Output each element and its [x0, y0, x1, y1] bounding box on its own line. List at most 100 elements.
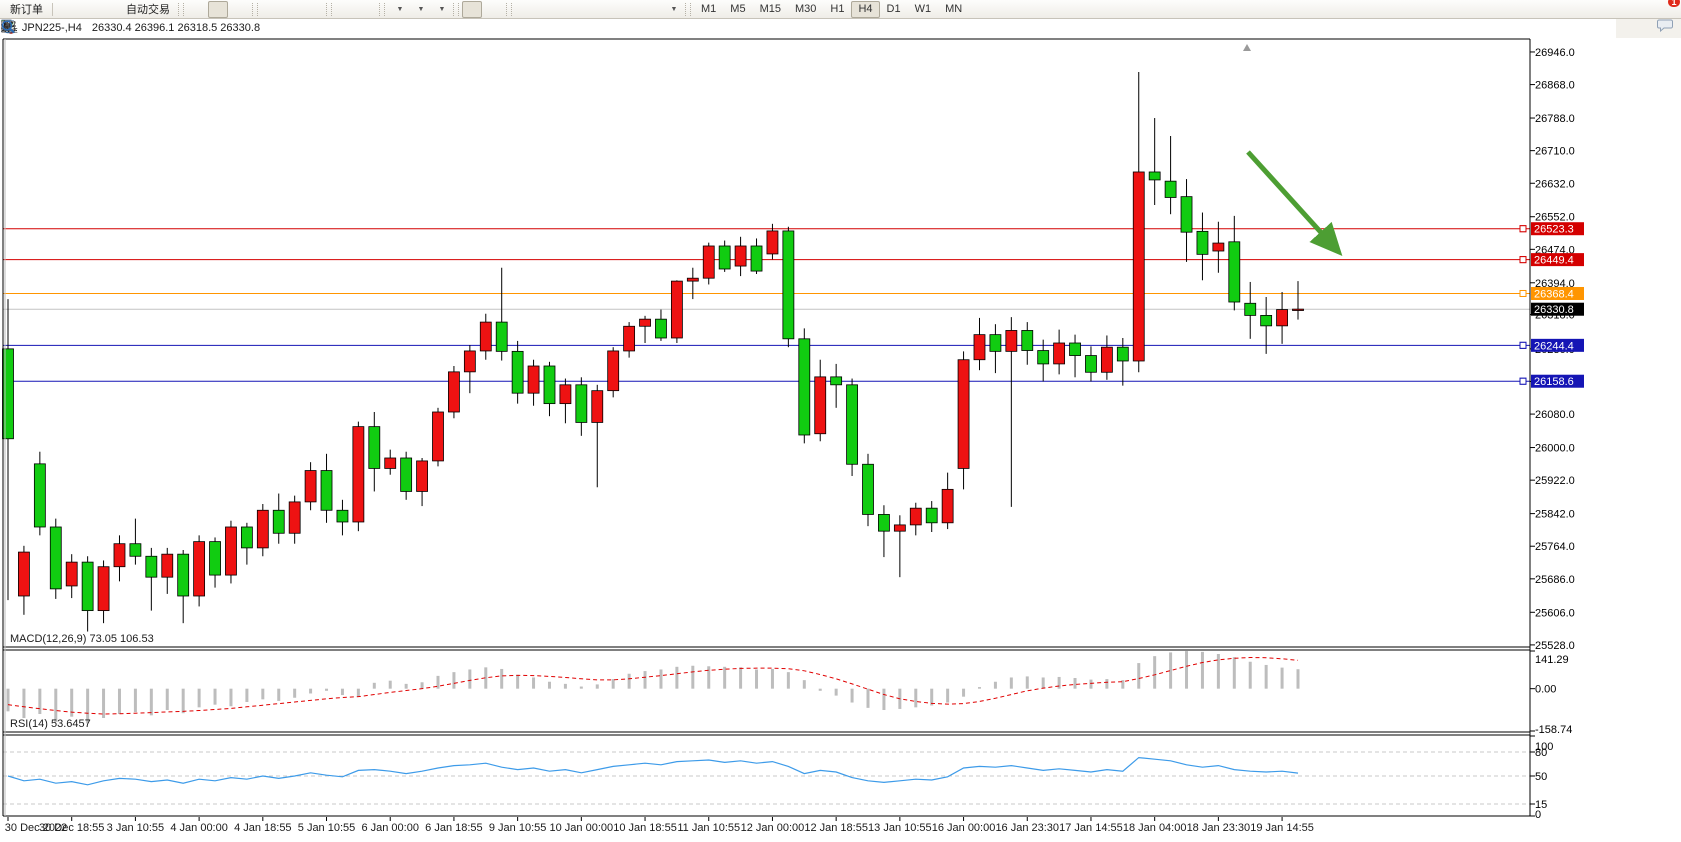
trendline-button[interactable] [1, 1, 577, 32]
new-order-label: 新订单 [10, 4, 43, 16]
svg-text:26788.0: 26788.0 [1535, 113, 1575, 125]
svg-text:50: 50 [1535, 771, 1547, 783]
svg-text:T: T [6, 22, 12, 33]
line-chart-button[interactable] [1, 1, 249, 31]
toolbar-grip [326, 2, 332, 16]
svg-text:6 Jan 18:55: 6 Jan 18:55 [425, 822, 483, 834]
toolbar-grip [685, 2, 691, 16]
svg-text:26710.0: 26710.0 [1535, 146, 1575, 158]
svg-text:3 Jan 10:55: 3 Jan 10:55 [107, 822, 165, 834]
svg-text:5 Jan 10:55: 5 Jan 10:55 [298, 822, 356, 834]
toolbar-grip [379, 2, 385, 16]
svg-text:4 Jan 18:55: 4 Jan 18:55 [234, 822, 292, 834]
candlestick-chart-button[interactable] [2, 0, 228, 33]
svg-text:25922.0: 25922.0 [1535, 475, 1575, 487]
svg-text:26552.0: 26552.0 [1535, 212, 1575, 224]
svg-text:10 Jan 18:55: 10 Jan 18:55 [613, 822, 677, 834]
svg-text:17 Jan 14:55: 17 Jan 14:55 [1059, 822, 1123, 834]
signals-button[interactable] [1, 1, 119, 33]
svg-text:19 Jan 14:55: 19 Jan 14:55 [1250, 822, 1314, 834]
macd-indicator-label: MACD(12,26,9) 73.05 106.53 [10, 633, 154, 645]
svg-text:26946.0: 26946.0 [1535, 47, 1575, 59]
periods-button[interactable]: ▼ [1, 1, 429, 34]
chart-canvas[interactable]: 26946.0 26868.0 26788.0 26710.0 26632.0 26552… [0, 38, 1681, 842]
shapes-button[interactable]: ▼ [2, 1, 682, 32]
svg-text:30 Dec 18:55: 30 Dec 18:55 [39, 822, 104, 834]
svg-text:26632.0: 26632.0 [1535, 178, 1575, 190]
horizontal-line-button[interactable] [2, 1, 556, 28]
new-order-button[interactable]: 新订单 [1, 1, 48, 33]
timeframe-group: M1 M5 M15 M30 H1 H4 D1 W1 MN [694, 0, 969, 18]
svg-text:26244.4: 26244.4 [1534, 340, 1574, 352]
crosshair-button[interactable] [2, 1, 503, 32]
chart-shift-button[interactable] [2, 1, 376, 32]
svg-text:25528.0: 25528.0 [1535, 640, 1575, 652]
svg-text:0: 0 [1535, 809, 1541, 821]
gold-symbol-button[interactable] [1, 1, 77, 33]
chart-title: JPN225-,H4 [21, 22, 82, 34]
svg-text:100: 100 [1535, 741, 1553, 753]
toolbar-grip [252, 2, 258, 16]
svg-text:16 Jan 00:00: 16 Jan 00:00 [932, 822, 996, 834]
cursor-button[interactable] [3, 0, 482, 33]
toolbar-grip [506, 2, 512, 16]
tf-button-m5[interactable]: M5 [723, 1, 752, 18]
svg-text:0.00: 0.00 [1535, 684, 1556, 696]
zoom-in-button[interactable] [1, 1, 281, 33]
tf-button-w1[interactable]: W1 [908, 1, 939, 18]
chart-window: 26946.0 26868.0 26788.0 26710.0 26632.0 26552… [0, 19, 1681, 842]
svg-text:26449.4: 26449.4 [1534, 255, 1574, 267]
svg-text:12 Jan 00:00: 12 Jan 00:00 [741, 822, 805, 834]
svg-text:18 Jan 23:30: 18 Jan 23:30 [1187, 822, 1251, 834]
svg-text:26868.0: 26868.0 [1535, 80, 1575, 92]
svg-text:25764.0: 25764.0 [1535, 541, 1575, 553]
search-button[interactable] [1, 1, 1656, 34]
templates-button[interactable]: ▼ [1, 1, 450, 32]
svg-text:26523.3: 26523.3 [1534, 224, 1574, 236]
tf-button-d1[interactable]: D1 [880, 1, 908, 18]
tile-windows-button[interactable] [1, 1, 323, 32]
market-watch-button[interactable] [1, 1, 98, 32]
chevron-down-icon: ▼ [670, 5, 678, 13]
auto-scroll-button[interactable] [2, 1, 355, 32]
svg-text:25686.0: 25686.0 [1535, 574, 1575, 586]
tf-button-mn[interactable]: MN [938, 1, 969, 18]
tf-button-h4[interactable]: H4 [851, 0, 880, 18]
svg-text:9 Jan 10:55: 9 Jan 10:55 [489, 822, 547, 834]
svg-text:26368.4: 26368.4 [1534, 288, 1574, 300]
main-toolbar: 新订单 自动交易 ▼ ▼ ▼ E F A T ▼ M1 M5 M15 M30 H1 H4 D… [0, 0, 1681, 34]
svg-text:25842.0: 25842.0 [1535, 509, 1575, 521]
svg-text:26080.0: 26080.0 [1535, 409, 1575, 421]
bar-chart-button[interactable] [2, 1, 207, 31]
svg-text:26330.8: 26330.8 [1534, 304, 1574, 316]
tf-button-h1[interactable]: H1 [823, 1, 851, 18]
svg-text:26158.6: 26158.6 [1534, 376, 1574, 388]
svg-text:11 Jan 10:55: 11 Jan 10:55 [677, 822, 740, 834]
indicators-button[interactable]: ▼ [1, 1, 408, 33]
chevron-down-icon: ▼ [417, 5, 425, 13]
chart-ohlc-values: 26330.4 26396.1 26318.5 26330.8 [91, 22, 261, 34]
chat-button[interactable] [1657, 3, 1677, 33]
text-button[interactable]: A [3, 1, 640, 34]
svg-text:15: 15 [1535, 799, 1547, 811]
text-label-button[interactable]: T [1, 1, 661, 33]
tf-button-m30[interactable]: M30 [788, 1, 823, 18]
svg-text:4 Jan 00:00: 4 Jan 00:00 [170, 822, 228, 834]
notification-badge[interactable]: 1 [1668, 0, 1680, 8]
equidistant-channel-button[interactable]: E [1, 1, 598, 34]
tf-button-m15[interactable]: M15 [753, 1, 788, 18]
vertical-line-button[interactable] [5, 1, 535, 32]
auto-trading-button[interactable]: 自动交易 [1, 1, 175, 34]
svg-text:13 Jan 10:55: 13 Jan 10:55 [868, 822, 932, 834]
svg-text:80: 80 [1535, 747, 1547, 759]
chevron-down-icon: ▼ [438, 5, 446, 13]
svg-text:26394.0: 26394.0 [1535, 278, 1575, 290]
zoom-out-button[interactable] [1, 1, 302, 33]
rsi-indicator-label: RSI(14) 53.6457 [10, 718, 91, 730]
fibonacci-button[interactable]: F [2, 1, 619, 34]
svg-text:E: E [13, 28, 18, 34]
tf-button-m1[interactable]: M1 [694, 1, 723, 18]
svg-text:25606.0: 25606.0 [1535, 607, 1575, 619]
svg-text:F: F [13, 28, 17, 34]
